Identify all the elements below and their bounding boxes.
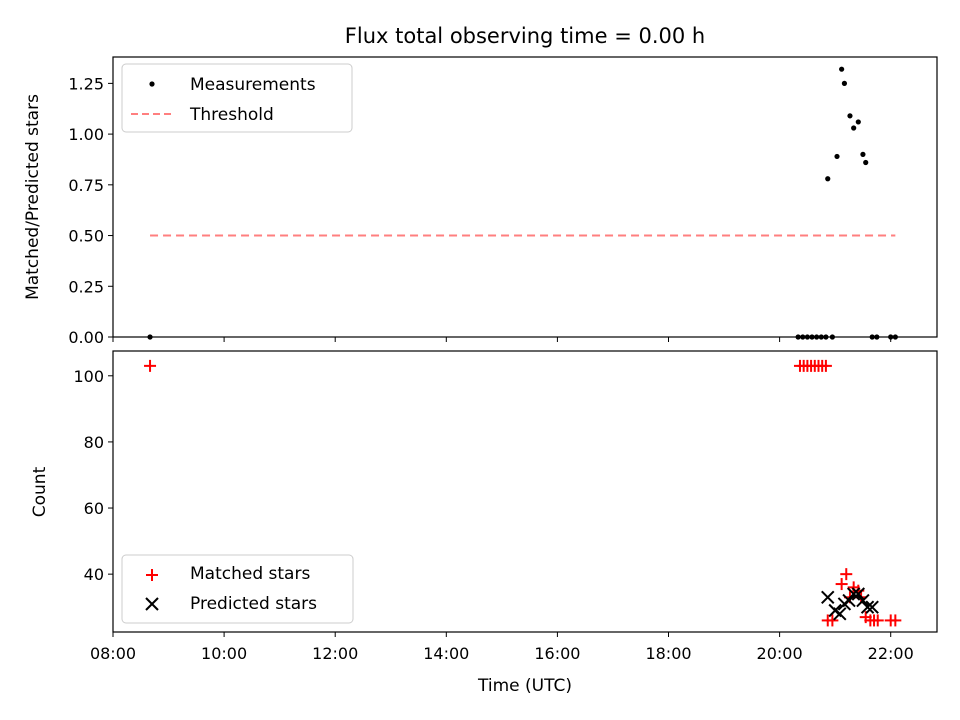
chart-title: Flux total observing time = 0.00 h [345, 24, 705, 48]
predicted-star-point [851, 587, 866, 601]
matched-star-point [871, 614, 884, 627]
predicted-star-point [833, 607, 847, 621]
matched-star-point [840, 568, 853, 581]
bottom-x-ticks: 08:00 10:00 12:00 14:00 16:00 18:00 20:00 22:00 [90, 632, 914, 663]
matched-star-point [889, 614, 902, 627]
top-y-tick-label: 0.25 [68, 277, 104, 296]
matched-star-point [826, 614, 839, 627]
top-legend: Measurements Threshold [121, 63, 353, 133]
x-tick-label: 14:00 [423, 644, 469, 663]
bottom-y-tick-label: 60 [84, 499, 104, 518]
legend-label-measurements: Measurements [190, 75, 316, 95]
x-tick-label: 18:00 [645, 644, 691, 663]
x-tick-label: 12:00 [312, 644, 358, 663]
bottom-legend-box [121, 554, 354, 624]
measurement-point [841, 80, 848, 86]
measurement-point [851, 125, 857, 131]
top-y-ticks: 0.00 0.25 0.50 0.75 1.00 1.25 [68, 74, 113, 347]
legend-marker-matched [146, 569, 158, 581]
matched-star-point [144, 359, 157, 372]
top-x-ticks [112, 337, 892, 342]
x-tick-label: 22:00 [868, 644, 914, 663]
predicted-star-point [842, 593, 856, 608]
predicted-star-point [846, 587, 861, 601]
bottom-panel: 40 60 80 100 08:00 10:00 12:00 14:00 16:00 18:00… [30, 350, 938, 696]
measurement-point [855, 119, 861, 125]
bottom-y-axis-label: Count [30, 466, 50, 517]
bottom-y-tick-label: 80 [84, 433, 104, 452]
legend-marker-measurements [149, 81, 155, 87]
measurement-point [863, 159, 869, 166]
measurement-point [825, 176, 831, 182]
legend-marker-predicted [145, 597, 159, 611]
predicted-star-point [821, 590, 835, 604]
matched-star-point [835, 578, 848, 591]
measurement-point [847, 113, 853, 119]
top-y-tick-label: 1.25 [68, 74, 104, 93]
x-tick-label: 16:00 [534, 644, 580, 663]
bottom-y-tick-label: 100 [73, 367, 104, 386]
predicted-star-point [856, 593, 870, 608]
top-y-tick-label: 0.50 [68, 227, 104, 246]
measurement-point [839, 66, 845, 72]
bottom-y-tick-label: 40 [84, 565, 104, 584]
bottom-legend: Matched stars Predicted stars [121, 554, 354, 624]
top-panel: 0.00 0.25 0.50 0.75 1.00 1.25 Matched/Predict… [23, 56, 938, 347]
legend-label-threshold: Threshold [189, 105, 274, 125]
x-tick-label: 08:00 [90, 644, 136, 663]
top-y-tick-label: 0.75 [68, 176, 104, 195]
measurement-point [834, 153, 840, 160]
x-tick-label: 10:00 [201, 644, 247, 663]
bottom-marks [144, 359, 902, 627]
x-tick-label: 20:00 [757, 644, 803, 663]
bottom-y-ticks: 40 60 80 100 [73, 367, 113, 584]
legend-label-predicted: Predicted stars [190, 594, 317, 614]
top-legend-box [121, 63, 353, 133]
predicted-star-point [860, 600, 875, 614]
matched-star-point [819, 359, 832, 372]
top-y-axis-label: Matched/Predicted stars [23, 94, 43, 300]
bottom-plot-frame [112, 350, 938, 633]
top-y-tick-label: 0.00 [68, 328, 104, 347]
top-plot-frame [112, 56, 938, 338]
top-y-tick-label: 1.00 [68, 125, 104, 144]
measurement-point [860, 151, 866, 157]
predicted-star-point [865, 600, 879, 614]
x-axis-label: Time (UTC) [477, 676, 572, 696]
legend-label-matched: Matched stars [190, 564, 310, 584]
